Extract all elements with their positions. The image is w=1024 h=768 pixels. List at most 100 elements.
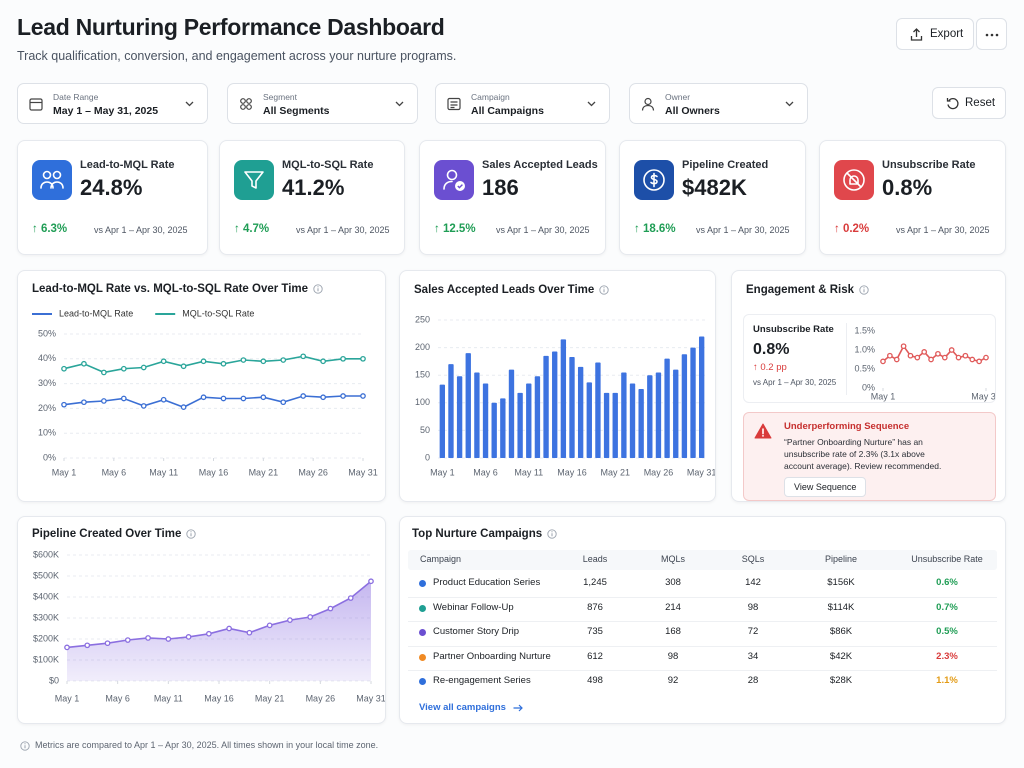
x-tick-label: May 26 — [306, 693, 336, 703]
point — [347, 595, 354, 601]
filter[interactable]: Date Range May 1 – May 31, 2025 — [17, 83, 208, 124]
y-tick-label: 40% — [38, 353, 56, 363]
filter-value: May 1 – May 31, 2025 — [53, 105, 159, 117]
bar — [560, 339, 567, 458]
kpi-value: 0.8% — [882, 175, 933, 200]
more-dot — [985, 33, 989, 37]
g — [457, 184, 463, 189]
cell: $114K — [827, 601, 855, 613]
x-tick-label: May 31 — [971, 391, 995, 401]
column-header: SQLs — [741, 554, 765, 564]
x-tick-label: May 11 — [149, 467, 178, 477]
point — [887, 352, 893, 359]
y-tick-label: $500K — [33, 570, 59, 580]
info-dot — [551, 531, 553, 533]
filter[interactable]: Campaign All Campaigns — [435, 83, 610, 124]
kpi-card: Lead-to-MQL Rate 24.8% ↑ 6.3% vs Apr 1 – Ap… — [17, 140, 208, 255]
kpi-value: $482K — [682, 175, 747, 200]
info-dot — [603, 287, 605, 289]
y-tick-label: $200K — [33, 633, 59, 643]
bar — [456, 376, 463, 458]
y-tick-label: 1.0% — [854, 344, 875, 354]
info-circle — [599, 285, 609, 295]
point — [220, 360, 227, 367]
cell: 168 — [665, 626, 681, 637]
kpi-compare: vs Apr 1 – Apr 30, 2025 — [94, 225, 188, 235]
cell: 0.5% — [936, 626, 958, 637]
bar — [500, 398, 506, 458]
y-tick-label: 10% — [38, 428, 56, 438]
kpi-label: MQL-to-SQL Rate — [282, 159, 374, 171]
g — [42, 170, 52, 180]
chevron — [587, 101, 596, 107]
metric-value: 0.8% — [753, 341, 790, 358]
x-tick-label: May 16 — [204, 693, 234, 703]
chart: Lead-to-MQL Rate MQL-to-SQL Rate 0% 10% 20% 3… — [32, 308, 378, 477]
line — [63, 355, 363, 374]
alert-icon — [754, 423, 772, 439]
row-divider — [408, 645, 997, 647]
bar — [638, 389, 644, 458]
info-icon — [547, 529, 557, 539]
filter[interactable]: Segment All Segments — [227, 83, 418, 124]
calendar — [29, 98, 43, 111]
campaign-name: Customer Story Drip — [433, 626, 520, 637]
alert-title: Underperforming Sequence — [784, 421, 910, 432]
segment-dot — [240, 104, 246, 110]
point — [941, 354, 948, 361]
filter[interactable]: Owner All Owners — [629, 83, 808, 124]
reset-button[interactable]: Reset — [932, 87, 1006, 119]
more-button[interactable] — [976, 18, 1007, 50]
card-title: Sales Accepted Leads Over Time — [414, 284, 609, 296]
g — [52, 170, 62, 180]
alert: Underperforming Sequence “Partner Onboard… — [743, 412, 996, 501]
bar — [586, 382, 592, 458]
bar — [673, 369, 679, 458]
alert-button[interactable]: View Sequence — [784, 477, 867, 497]
filter-value: All Segments — [263, 105, 330, 117]
kpi-value: 41.2% — [282, 175, 345, 200]
row-dot — [419, 604, 426, 612]
owner-head — [644, 97, 652, 106]
line — [63, 395, 363, 409]
kpi-icon-bg — [434, 160, 474, 200]
bar — [491, 402, 497, 458]
row-divider — [408, 670, 997, 671]
x-tick-label: May 21 — [249, 467, 279, 477]
bar — [534, 376, 541, 458]
export-icon — [910, 28, 923, 41]
info-dot — [24, 743, 26, 745]
y-tick-label: 0.5% — [854, 363, 875, 373]
export-button[interactable]: Export — [896, 18, 974, 50]
bar — [603, 392, 610, 458]
x-tick-label: May 1 — [430, 467, 455, 477]
more-dot — [990, 33, 994, 37]
kpi-compare: vs Apr 1 – Apr 30, 2025 — [896, 225, 990, 235]
card-title-text: Engagement & Risk — [746, 284, 854, 296]
g — [846, 172, 862, 188]
kpi-compare: vs Apr 1 – Apr 30, 2025 — [496, 225, 590, 235]
point — [165, 636, 172, 642]
view-all-link[interactable]: View all campaigns — [419, 702, 523, 713]
y-tick-label: $400K — [33, 591, 59, 601]
x-tick-label: May 1 — [55, 693, 80, 703]
metric-change: ↑ 0.2 pp — [753, 362, 787, 373]
g — [244, 171, 264, 189]
y-tick-label: 200 — [415, 342, 430, 352]
x-tick-label: May 21 — [600, 467, 630, 477]
chevron — [785, 101, 794, 107]
point — [220, 395, 227, 402]
g — [443, 180, 453, 190]
bar — [577, 366, 584, 458]
divider — [846, 323, 847, 395]
kpi-icon-bg — [32, 160, 72, 200]
point — [206, 630, 212, 637]
point — [104, 640, 111, 647]
campaign-lines — [450, 101, 458, 109]
g — [650, 172, 658, 188]
row-dot — [419, 678, 426, 685]
point — [145, 635, 151, 641]
point — [120, 395, 127, 402]
point — [360, 355, 366, 362]
legend-label: Lead-to-MQL Rate — [59, 308, 133, 318]
